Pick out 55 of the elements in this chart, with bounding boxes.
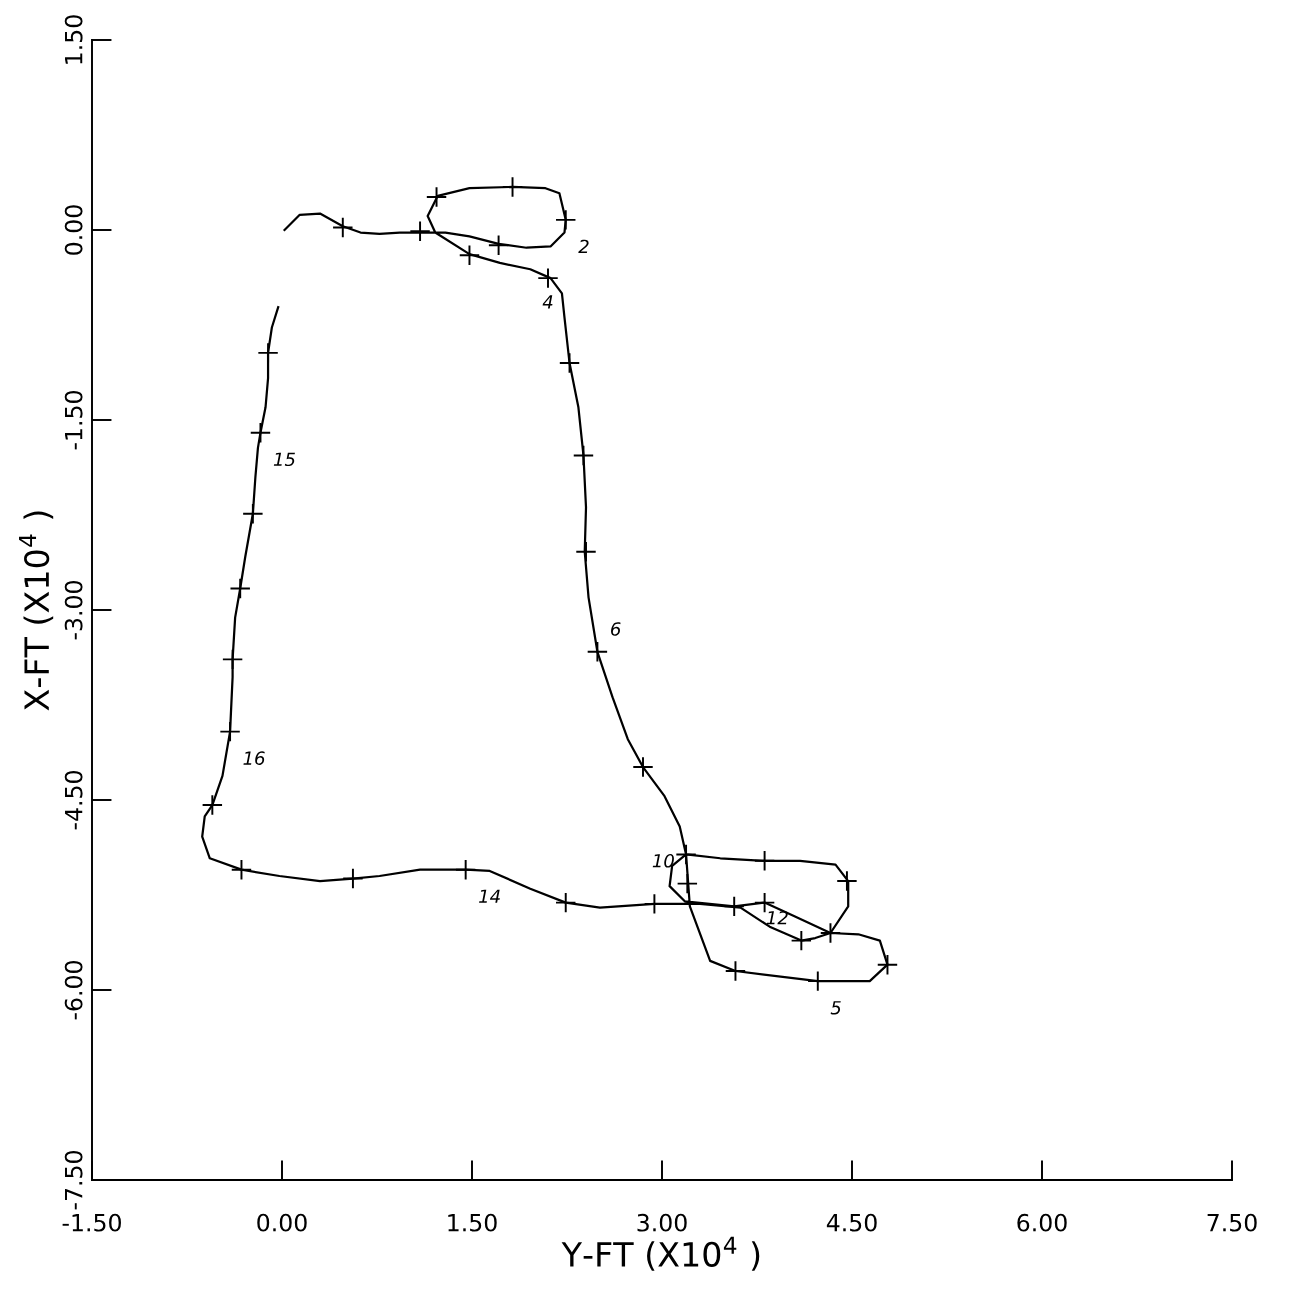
point (342, 867, 364, 890)
point (249, 421, 272, 444)
point (723, 895, 745, 918)
y-tick-label: 0.00 (64, 205, 83, 255)
point (409, 220, 431, 242)
point (487, 234, 510, 256)
x-tick-label: 4.50 (826, 1213, 877, 1232)
annotation: 15 (273, 452, 295, 467)
x-axis-title: Y-FT (X10$^{4}$ ) (561, 1236, 760, 1271)
x-tick-label: 6.00 (1017, 1213, 1067, 1232)
annotation: 14 (479, 889, 500, 903)
y-tick-label: -3.00 (64, 581, 83, 640)
point (425, 186, 448, 208)
x-tick-label: 7.50 (1207, 1213, 1257, 1232)
point (558, 352, 581, 374)
point (555, 209, 577, 231)
point (229, 577, 251, 600)
point (572, 444, 595, 467)
y-tick-label: -6.00 (64, 961, 83, 1020)
point (458, 244, 481, 267)
y-tick-label: -7.50 (64, 1151, 83, 1210)
point (819, 922, 842, 944)
point (753, 850, 776, 872)
annotation: 2 (578, 239, 589, 254)
point (676, 872, 699, 895)
point (454, 858, 477, 881)
y-tick-label: -1.50 (64, 391, 83, 450)
annotation: 6 (611, 622, 621, 636)
point (632, 756, 654, 778)
point (332, 216, 354, 239)
point (724, 960, 747, 982)
y-tick-label: 1.50 (64, 15, 83, 64)
x-tick-label: 3.00 (637, 1213, 687, 1232)
x-tick-label: 0.00 (257, 1213, 307, 1232)
point (586, 641, 609, 663)
point (555, 891, 577, 914)
x-tick-label: 1.50 (448, 1213, 497, 1232)
point (537, 267, 559, 289)
point (242, 503, 264, 525)
y-tick-label: -4.50 (64, 771, 83, 830)
point (836, 870, 858, 892)
point (790, 929, 813, 952)
point (230, 858, 253, 881)
annotation: 10 (652, 853, 674, 868)
point (501, 176, 524, 198)
y-axis-title: X-FT (X10$^{4}$ ) (19, 511, 54, 711)
point (221, 648, 244, 671)
point (675, 843, 697, 866)
annotation: 5 (830, 1001, 841, 1015)
point (219, 720, 241, 743)
point (876, 953, 899, 976)
annotation: 16 (243, 751, 265, 766)
annotation: 4 (542, 295, 553, 309)
point (575, 541, 597, 563)
point (201, 794, 224, 816)
